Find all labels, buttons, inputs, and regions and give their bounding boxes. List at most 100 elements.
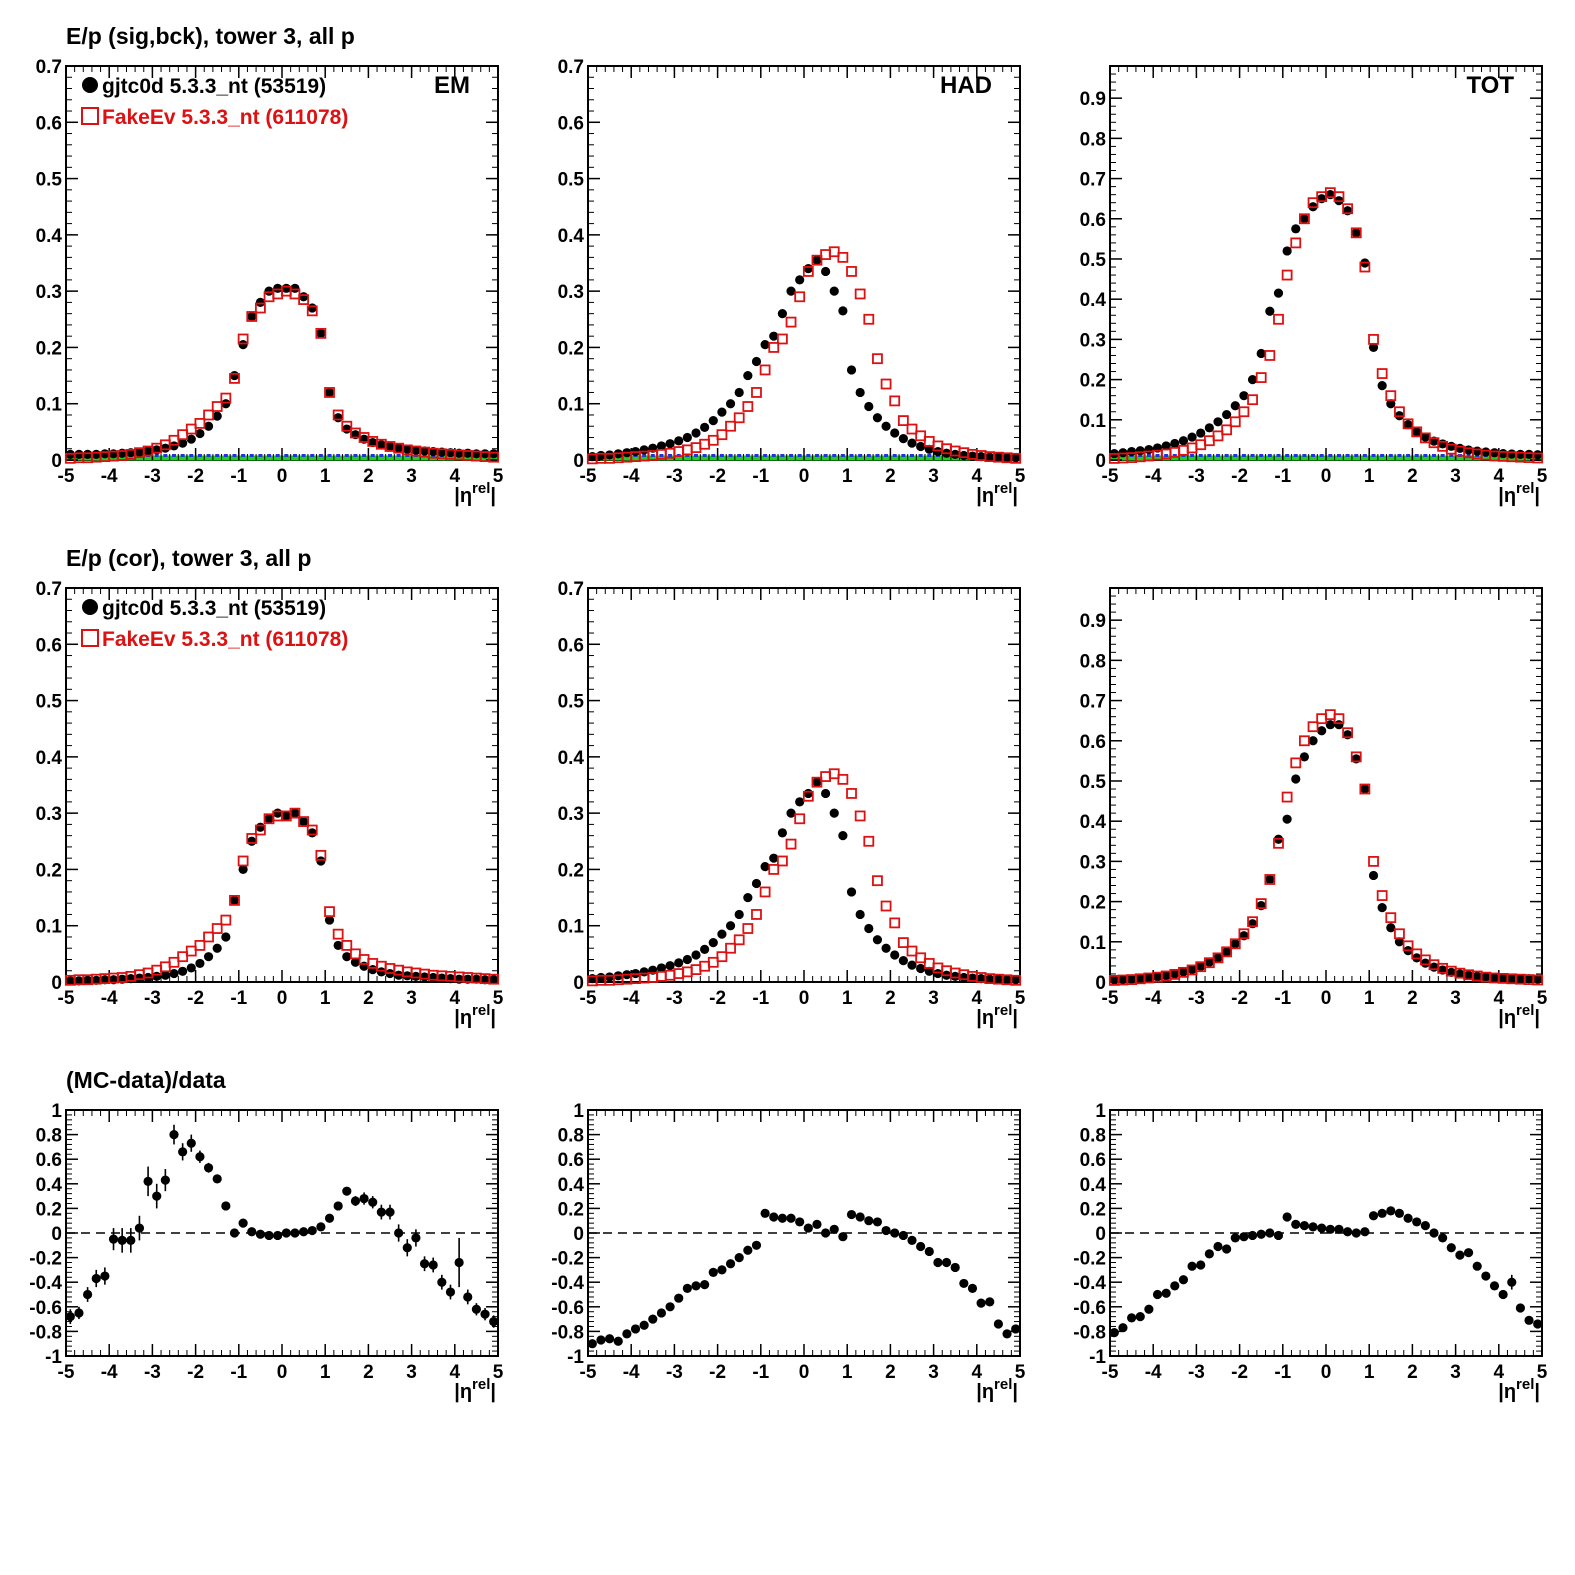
ratio-point	[734, 1253, 744, 1263]
x-tick-label: 1	[1364, 1362, 1375, 1383]
mc-point	[837, 773, 849, 785]
mc-point	[1264, 874, 1276, 885]
ratio-point	[333, 1201, 343, 1211]
background-marker	[806, 454, 811, 457]
background-marker	[771, 454, 776, 457]
y-tick-label: 0.2	[1080, 893, 1106, 914]
data-point	[1161, 970, 1171, 981]
ratio-point	[630, 1324, 641, 1334]
data-point	[855, 909, 865, 920]
ratio-point	[907, 1235, 917, 1245]
ratio-point	[255, 1229, 265, 1239]
x-tick-label: 3	[1450, 1362, 1461, 1383]
background-marker	[789, 454, 794, 457]
data-point	[152, 971, 162, 981]
data-point	[350, 957, 361, 967]
background-marker	[884, 454, 889, 457]
data-point	[1386, 923, 1396, 933]
mc-point	[681, 444, 693, 456]
x-tick-label: -2	[187, 466, 204, 487]
y-tick-label: 0.7	[558, 57, 584, 78]
ratio-point	[1463, 1248, 1474, 1258]
data-point	[1204, 423, 1214, 433]
data-point	[907, 960, 917, 970]
legend-data-marker	[82, 599, 98, 615]
y-tick-label: 0.2	[36, 338, 62, 359]
mc-point	[1229, 416, 1241, 428]
mc-point	[802, 266, 814, 277]
y-tick-label: 0	[1095, 451, 1106, 472]
x-tick-label: -3	[144, 466, 161, 487]
x-tick-label: -5	[58, 988, 75, 1009]
legend-mc-label: FakeEv 5.3.3_nt (611078)	[102, 628, 348, 651]
data-point	[83, 449, 93, 459]
ratio-point	[1438, 1233, 1448, 1243]
mc-point	[872, 875, 883, 887]
data-point	[480, 449, 490, 459]
y-tick-label: -0.6	[1073, 1298, 1106, 1319]
data-point	[238, 340, 248, 350]
y-tick-label: -0.4	[551, 1273, 584, 1294]
data-point	[1368, 342, 1379, 353]
y-tick-label: 0.1	[558, 395, 585, 416]
background-marker	[711, 454, 716, 457]
ratio-point	[950, 1262, 960, 1273]
background-marker	[832, 454, 837, 457]
data-point	[890, 950, 900, 960]
y-tick-label: 0.7	[36, 579, 62, 600]
ratio-point	[1291, 1219, 1301, 1229]
x-tick-label: 4	[1494, 1362, 1505, 1383]
mc-point	[1342, 727, 1353, 739]
ratio-point	[1507, 1277, 1517, 1287]
background-marker	[1388, 454, 1393, 457]
ratio-point	[1230, 1233, 1240, 1243]
data-point	[829, 808, 839, 818]
plot-p21: -5 -4 -3 -2 -1 0 1 2 3 4 5 -1 -0.8 -0.6 -0.4 -0.2 0 0.2 0.…	[551, 1101, 1025, 1403]
data-point	[1213, 417, 1223, 427]
background-marker	[344, 454, 349, 457]
y-tick-label: 0.5	[1080, 772, 1107, 793]
x-tick-label: -3	[666, 988, 683, 1009]
mc-point	[1264, 350, 1276, 361]
ratio-point	[1403, 1213, 1413, 1223]
data-point	[1377, 903, 1387, 913]
data-point	[605, 450, 615, 460]
y-tick-label: 0	[51, 451, 62, 472]
x-tick-label: -4	[623, 1362, 640, 1383]
data-point	[821, 266, 831, 277]
data-point	[368, 965, 378, 975]
ratio-point	[959, 1278, 969, 1289]
data-point	[846, 365, 857, 375]
data-point	[1291, 224, 1301, 234]
data-point	[1412, 427, 1422, 437]
mc-point	[194, 418, 206, 429]
mc-point	[785, 838, 797, 850]
plot-frame	[1109, 587, 1543, 983]
row-title-corrected: E/p (cor), tower 3, all p	[66, 545, 311, 571]
data-point	[1273, 288, 1284, 298]
data-point	[1178, 436, 1189, 446]
ratio-point	[1256, 1229, 1266, 1239]
data-point	[1455, 443, 1465, 453]
mc-point	[1385, 390, 1397, 402]
data-point	[1463, 970, 1474, 980]
data-point	[264, 814, 274, 824]
y-tick-label: 0.3	[36, 282, 62, 303]
y-tick-label: 0.1	[558, 917, 585, 938]
mc-point	[699, 960, 711, 972]
background-marker	[797, 454, 802, 457]
mc-point	[846, 266, 857, 277]
data-point	[316, 856, 326, 866]
background-marker	[370, 454, 375, 457]
ratio-point	[350, 1196, 361, 1206]
data-point	[1002, 975, 1012, 985]
ratio-point	[1196, 1260, 1206, 1270]
x-tick-label: 4	[450, 1362, 461, 1383]
data-point	[933, 968, 943, 979]
x-tick-label: -1	[752, 1362, 769, 1383]
ratio-point	[376, 1207, 386, 1217]
ratio-point	[1273, 1230, 1284, 1241]
background-marker	[284, 454, 289, 457]
ratio-point	[1489, 1281, 1500, 1291]
data-point	[864, 401, 874, 412]
